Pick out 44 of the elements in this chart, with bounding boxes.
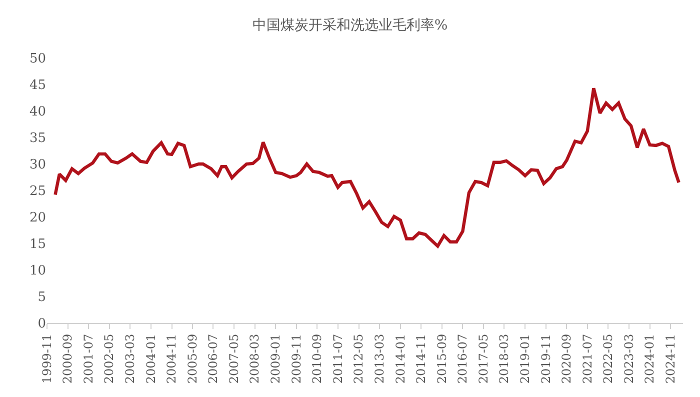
line-series xyxy=(54,86,680,248)
x-tick-label: 2022-05 xyxy=(601,334,616,384)
y-tick-label: 30 xyxy=(29,158,46,173)
y-tick-label: 5 xyxy=(38,290,46,306)
y-tick-label: 50 xyxy=(29,52,46,67)
x-tick-label: 2005-09 xyxy=(185,334,200,384)
y-tick-label: 15 xyxy=(29,237,46,252)
x-tick-label: 2003-03 xyxy=(122,334,137,384)
x-tick-label: 2019-01 xyxy=(518,334,532,384)
x-tick-label: 2019-11 xyxy=(538,334,553,384)
x-tick-label: 2008-03 xyxy=(248,334,262,384)
x-tick-label: 2004-01 xyxy=(144,334,158,384)
chart-title: 中国煤炭开采和洗选业毛利率% xyxy=(252,18,448,34)
x-tick-label: 2020-09 xyxy=(560,334,574,384)
x-tick-label: 2015-09 xyxy=(434,334,449,384)
y-tick-label: 25 xyxy=(29,184,46,200)
x-tick-label: 2017-05 xyxy=(476,334,490,384)
x-tick-label: 2000-09 xyxy=(60,334,75,384)
y-tick-label: 40 xyxy=(29,104,46,120)
x-tick-label: 2018-03 xyxy=(497,334,512,384)
x-tick-label: 2011-07 xyxy=(330,334,345,384)
x-tick-label: 2013-03 xyxy=(372,334,386,384)
y-tick-label: 20 xyxy=(29,210,46,226)
x-tick-label: 2009-01 xyxy=(268,334,283,384)
y-tick-label: 10 xyxy=(29,264,46,279)
x-tick-label: 2007-05 xyxy=(226,334,241,384)
x-tick-label: 2004-11 xyxy=(164,334,179,384)
x-tick-label: 2021-07 xyxy=(580,334,594,384)
x-tick-label: 2002-05 xyxy=(102,334,116,384)
x-tick-label: 2009-11 xyxy=(289,334,304,384)
x-tick-label: 2024-01 xyxy=(642,334,657,384)
x-tick-label: 1999-11 xyxy=(40,334,54,384)
x-tick-label: 2001-07 xyxy=(81,334,96,384)
x-tick-label: 2023-03 xyxy=(622,334,636,384)
x-tick-label: 2016-07 xyxy=(456,334,470,384)
x-tick-label: 2010-09 xyxy=(310,334,324,384)
x-tick-label: 2014-01 xyxy=(393,334,408,384)
x-tick-label: 2014-11 xyxy=(414,334,428,384)
y-tick-label: 0 xyxy=(38,316,46,332)
x-tick-label: 2006-07 xyxy=(206,334,220,384)
y-tick-label: 35 xyxy=(29,131,46,146)
x-tick-label: 2024-11 xyxy=(664,334,678,384)
x-tick-label: 2012-05 xyxy=(352,334,366,384)
y-tick-label: 45 xyxy=(29,78,46,94)
